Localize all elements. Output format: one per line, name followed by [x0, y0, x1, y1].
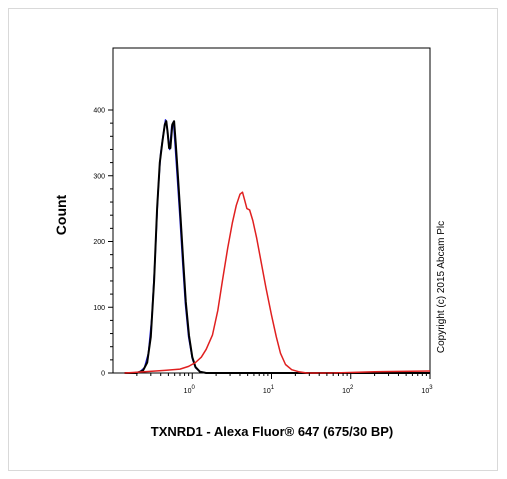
y-tick-label: 0: [101, 371, 105, 378]
series-line-2: [124, 120, 430, 374]
x-axis-title: TXNRD1 - Alexa Fluor® 647 (675/30 BP): [151, 424, 393, 439]
y-tick-label: 100: [93, 305, 105, 312]
copyright-annotation: Copyright (c) 2015 Abcam Plc: [436, 221, 447, 353]
y-tick-label: 300: [93, 173, 105, 180]
axes-layer: 0 100 200 300 400 100 101 102 103: [93, 108, 433, 396]
x-tick-label: 100: [184, 385, 196, 395]
series-layer: [124, 119, 431, 374]
x-tick-label: 103: [421, 385, 433, 395]
series-line-3: [124, 191, 431, 374]
y-tick-label: 200: [93, 239, 105, 246]
y-tick-label: 400: [93, 108, 105, 115]
x-tick-label: 101: [263, 385, 275, 395]
plot-border: [112, 47, 431, 374]
y-axis-title: Count: [53, 194, 69, 235]
plot-area: [112, 47, 431, 374]
chart-frame: [8, 8, 498, 471]
x-tick-label: 102: [342, 385, 354, 395]
series-line-1: [124, 119, 430, 374]
